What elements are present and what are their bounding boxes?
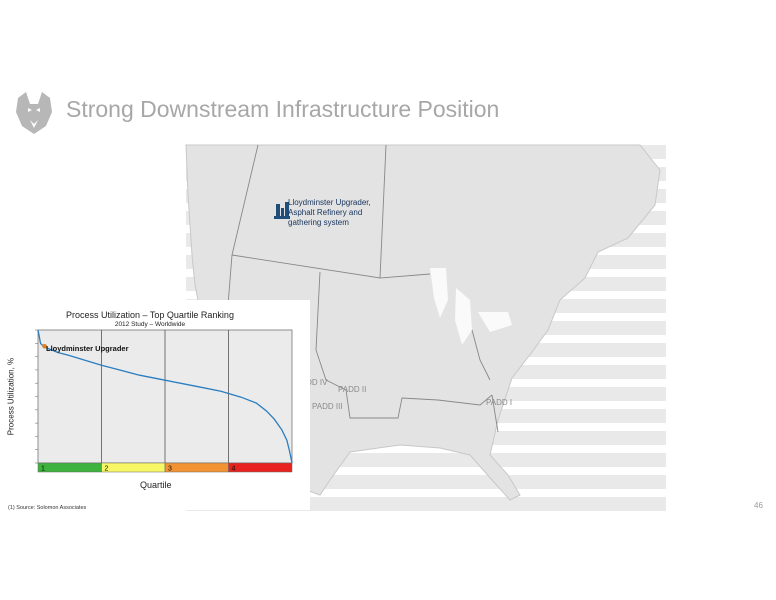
padd-label-ii: PADD II bbox=[338, 385, 367, 394]
utilization-series-line bbox=[37, 329, 293, 464]
quartile-dividers bbox=[101, 330, 229, 463]
padd-label-iii: PADD III bbox=[312, 402, 343, 411]
source-footnote: (1) Source: Solomon Associates bbox=[8, 505, 87, 511]
quartile-segment-2 bbox=[101, 462, 166, 473]
chart-subtitle: 2012 Study – Worldwide bbox=[114, 321, 186, 328]
annotation-label: Lloydminster Upgrader bbox=[46, 344, 129, 353]
quartile-color-bar: 1 2 3 4 bbox=[37, 462, 293, 473]
quartile-label-1: 1 bbox=[41, 466, 45, 473]
quartile-label-4: 4 bbox=[232, 466, 236, 473]
map-label-lloydminster: Lloydminster Upgrader, Asphalt Refinery … bbox=[288, 198, 371, 227]
y-axis-label: Process Utilization, % bbox=[6, 357, 16, 436]
quartile-label-2: 2 bbox=[105, 466, 109, 473]
y-axis-ticks bbox=[35, 329, 38, 464]
quartile-segment-4 bbox=[228, 462, 293, 473]
padd-label-iv: PADD IV bbox=[296, 378, 328, 387]
x-axis-label: Quartile bbox=[140, 480, 172, 490]
quartile-segment-1 bbox=[37, 462, 102, 473]
refinery-icon bbox=[274, 202, 290, 219]
utilization-chart: 1 2 3 4 Lloydminster Upgrader bbox=[0, 300, 310, 510]
quartile-label-3: 3 bbox=[168, 466, 172, 473]
slide-title: Strong Downstream Infrastructure Positio… bbox=[66, 96, 500, 122]
annotation-marker bbox=[42, 344, 47, 349]
page-number: 46 bbox=[754, 501, 763, 510]
quartile-segment-3 bbox=[164, 462, 229, 473]
chart-title: Process Utilization – Top Quartile Ranki… bbox=[66, 310, 234, 320]
map-borders bbox=[227, 144, 499, 433]
husky-logo-icon bbox=[12, 90, 56, 134]
padd-label-i: PADD I bbox=[486, 398, 513, 407]
